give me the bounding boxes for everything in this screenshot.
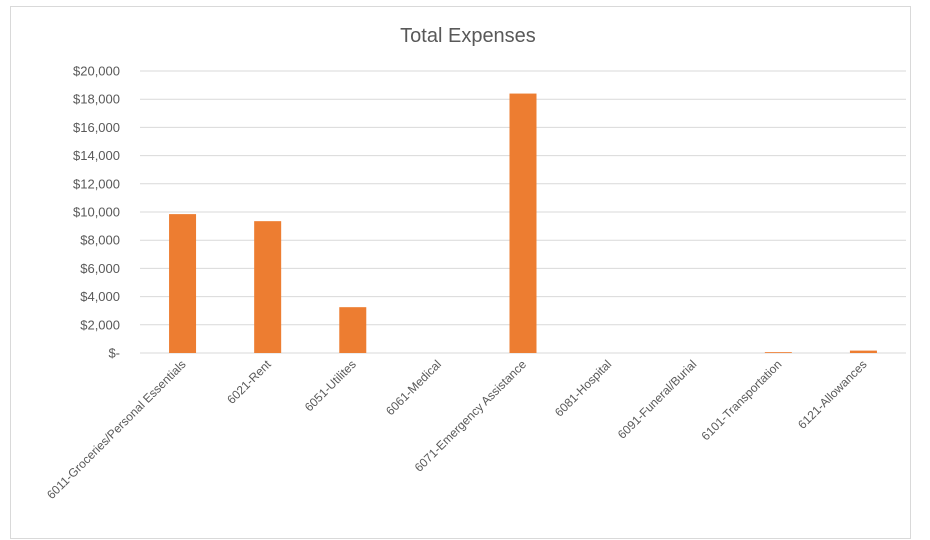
bars	[169, 93, 877, 353]
chart-area: Total Expenses $- $2,000 $4,000 $6,000 $8,00…	[10, 6, 911, 539]
x-tick-label: 6101-Transportation	[698, 357, 784, 443]
y-tick-label: $18,000	[73, 92, 120, 107]
y-tick-label: $2,000	[80, 317, 120, 332]
x-tick-label: 6091-Funeral/Burial	[615, 357, 699, 441]
y-axis-ticks: $- $2,000 $4,000 $6,000 $8,000 $10,000 $12,000…	[73, 64, 120, 361]
y-tick-label: $14,000	[73, 148, 120, 163]
y-tick-label: $8,000	[80, 233, 120, 248]
bar	[509, 93, 537, 353]
chart-title: Total Expenses	[400, 25, 536, 47]
bar	[254, 221, 282, 353]
x-axis-ticks: 6011-Groceries/Personal Essentials 6021-R…	[44, 357, 870, 502]
x-tick-label: 6051-Utilites	[302, 357, 359, 414]
y-tick-label: $10,000	[73, 205, 120, 220]
y-tick-label: $6,000	[80, 261, 120, 276]
bar	[169, 214, 197, 353]
x-tick-label: 6121-Allowances	[795, 357, 870, 432]
x-tick-label: 6061-Medical	[383, 357, 444, 418]
y-tick-label: $4,000	[80, 289, 120, 304]
y-tick-label: $16,000	[73, 120, 120, 135]
bar	[849, 350, 877, 353]
x-tick-label: 6081-Hospital	[552, 357, 614, 419]
y-tick-label: $12,000	[73, 176, 120, 191]
y-tick-label: $20,000	[73, 64, 120, 79]
bar	[764, 352, 792, 353]
y-tick-label: $-	[108, 346, 120, 361]
bar	[339, 307, 367, 353]
x-tick-label: 6011-Groceries/Personal Essentials	[44, 357, 189, 502]
bar-chart: Total Expenses $- $2,000 $4,000 $6,000 $8,00…	[44, 25, 906, 502]
x-tick-label: 6021-Rent	[224, 357, 274, 407]
